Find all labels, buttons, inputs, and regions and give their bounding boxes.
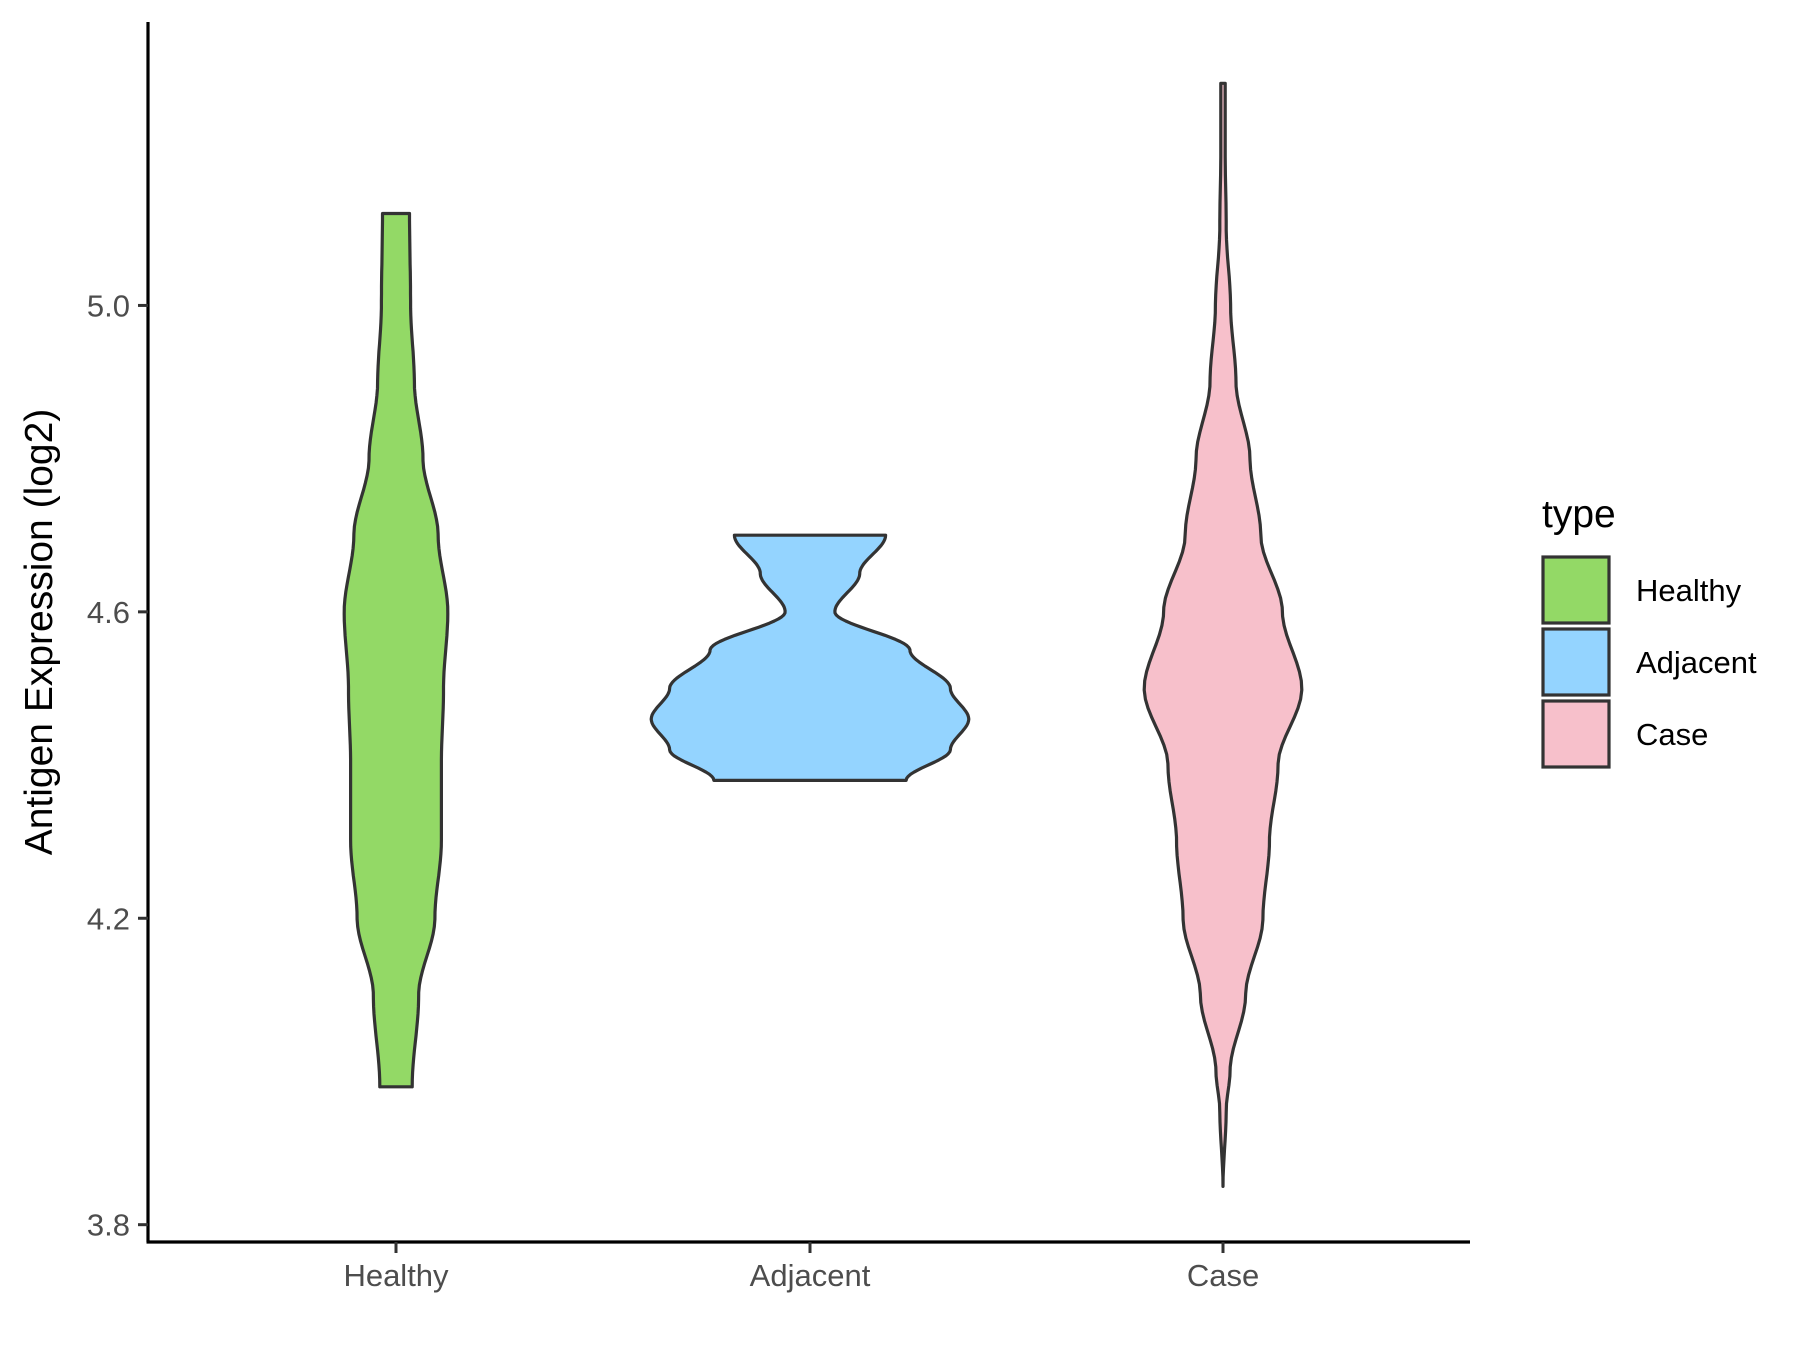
legend: type Healthy Adjacent Case <box>1541 493 1757 769</box>
tick-labels: 3.8 4.2 4.6 5.0 Healthy Adjacent Case <box>87 288 1259 1293</box>
violin-healthy <box>342 211 450 1089</box>
axes <box>138 22 1470 1253</box>
legend-key-adjacent <box>1541 627 1611 697</box>
violin-case <box>1142 81 1304 1188</box>
legend-key-healthy <box>1541 555 1611 625</box>
x-tick-label: Adjacent <box>750 1258 871 1293</box>
violin-adjacent <box>649 533 971 782</box>
legend-title: type <box>1542 493 1616 536</box>
x-tick-label: Case <box>1187 1258 1259 1293</box>
y-tick-label: 5.0 <box>87 288 130 323</box>
y-tick-label: 4.6 <box>87 595 130 630</box>
legend-items: Healthy Adjacent Case <box>1541 555 1757 769</box>
violins <box>342 81 1304 1188</box>
legend-label-case: Case <box>1636 717 1708 752</box>
x-tick-label: Healthy <box>343 1258 449 1293</box>
legend-label-healthy: Healthy <box>1636 573 1742 608</box>
legend-label-adjacent: Adjacent <box>1636 645 1757 680</box>
y-tick-label: 4.2 <box>87 901 130 936</box>
legend-key-case <box>1541 699 1611 769</box>
y-axis-title: Antigen Expression (log2) <box>18 409 61 856</box>
y-tick-label: 3.8 <box>87 1208 130 1243</box>
